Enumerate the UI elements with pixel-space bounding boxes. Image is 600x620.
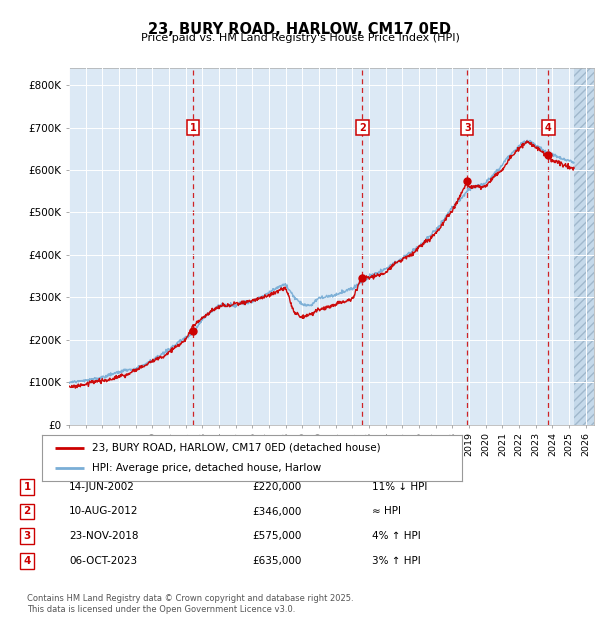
Text: ≈ HPI: ≈ HPI: [372, 507, 401, 516]
Text: 06-OCT-2023: 06-OCT-2023: [69, 556, 137, 566]
Text: £220,000: £220,000: [252, 482, 301, 492]
Text: 23-NOV-2018: 23-NOV-2018: [69, 531, 139, 541]
Text: 23, BURY ROAD, HARLOW, CM17 0ED: 23, BURY ROAD, HARLOW, CM17 0ED: [149, 22, 452, 37]
Text: 2: 2: [359, 123, 366, 133]
Text: 10-AUG-2012: 10-AUG-2012: [69, 507, 139, 516]
Text: £346,000: £346,000: [252, 507, 301, 516]
Text: 1: 1: [190, 123, 197, 133]
Text: 4: 4: [23, 556, 31, 566]
Text: £575,000: £575,000: [252, 531, 301, 541]
Bar: [574, 68, 594, 425]
Text: HPI: Average price, detached house, Harlow: HPI: Average price, detached house, Harl…: [92, 463, 322, 473]
Text: 4: 4: [545, 123, 552, 133]
Text: 3: 3: [464, 123, 471, 133]
Text: 23, BURY ROAD, HARLOW, CM17 0ED (detached house): 23, BURY ROAD, HARLOW, CM17 0ED (detache…: [92, 443, 381, 453]
Text: 4% ↑ HPI: 4% ↑ HPI: [372, 531, 421, 541]
Text: 2: 2: [23, 507, 31, 516]
Text: 14-JUN-2002: 14-JUN-2002: [69, 482, 135, 492]
Text: 3% ↑ HPI: 3% ↑ HPI: [372, 556, 421, 566]
Text: £635,000: £635,000: [252, 556, 301, 566]
Text: 1: 1: [23, 482, 31, 492]
Text: Price paid vs. HM Land Registry's House Price Index (HPI): Price paid vs. HM Land Registry's House …: [140, 33, 460, 43]
Text: 3: 3: [23, 531, 31, 541]
Text: 11% ↓ HPI: 11% ↓ HPI: [372, 482, 427, 492]
Text: Contains HM Land Registry data © Crown copyright and database right 2025.
This d: Contains HM Land Registry data © Crown c…: [27, 595, 353, 614]
